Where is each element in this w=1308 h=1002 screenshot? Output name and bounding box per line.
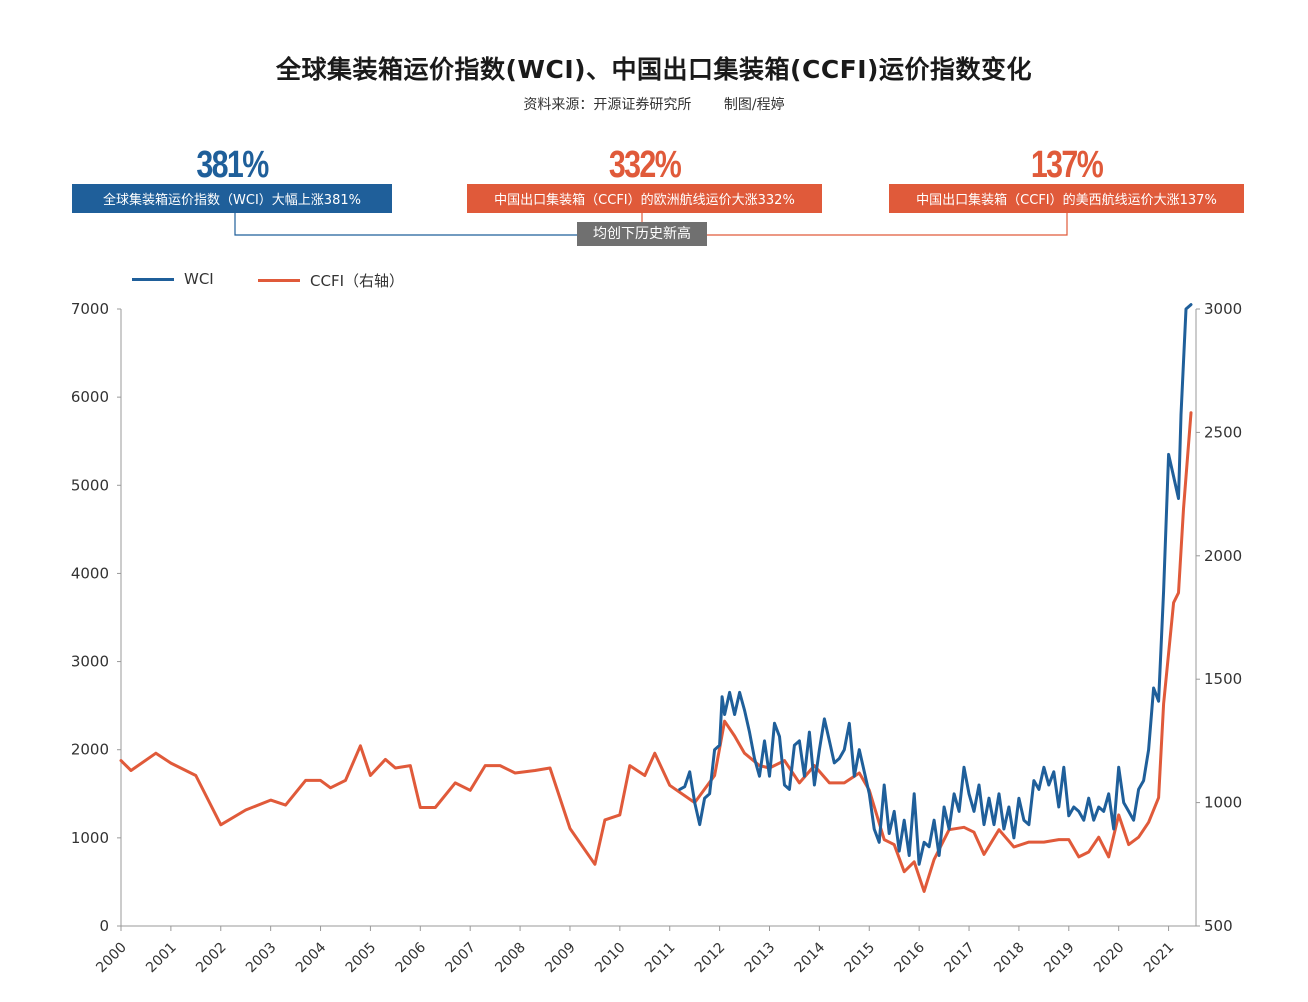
x-tick-label: 2005 [343,940,380,977]
y-left-tick-label: 2000 [71,741,109,759]
legend-wci-label: WCI [184,270,214,288]
wci-series-line [678,303,1193,866]
y-left-tick-label: 7000 [71,300,109,318]
ccfi-uswest-label: 中国出口集装箱（CCFI）的美西航线运价大涨137% [889,184,1244,213]
y-left-tick-label: 5000 [71,476,109,494]
x-tick-label: 2016 [891,939,928,976]
wci-stat: 381% 全球集装箱运价指数（WCI）大幅上涨381% [72,146,392,213]
x-tick-label: 2004 [293,939,330,976]
x-tick-label: 2009 [542,940,579,977]
y-left-tick-label: 6000 [71,388,109,406]
ccfi-europe-stat: 332% 中国出口集装箱（CCFI）的欧洲航线运价大涨332% [467,146,822,213]
x-tick-label: 2001 [143,940,180,977]
legend-wci-swatch [132,277,174,281]
x-tick-label: 2002 [193,940,230,977]
y-left-tick-label: 0 [99,917,109,935]
chart-subtitle: 资料来源：开源证券研究所 制图/程婷 [0,94,1308,114]
x-tick-label: 2014 [792,939,829,976]
x-tick-label: 2013 [742,940,779,977]
record-high-note: 均创下历史新高 [577,222,707,246]
x-tick-label: 2007 [443,940,480,977]
x-tick-label: 2021 [1141,940,1178,977]
x-tick-label: 2020 [1091,940,1128,977]
y-left-tick-label: 4000 [71,564,109,582]
wci-pct: 381% [196,144,269,186]
x-tick-label: 2003 [243,940,280,977]
x-tick-label: 2000 [93,940,130,977]
legend-ccfi-swatch [258,279,300,282]
x-tick-label: 2010 [592,940,629,977]
y-right-tick-label: 500 [1204,917,1233,935]
x-tick-label: 2006 [393,939,430,976]
y-right-tick-label: 1000 [1204,794,1242,812]
x-tick-label: 2018 [991,940,1028,977]
y-right-tick-label: 2500 [1204,423,1242,441]
x-tick-label: 2011 [642,940,679,977]
x-tick-label: 2017 [941,940,978,977]
y-right-tick-label: 2000 [1204,547,1242,565]
x-tick-label: 2008 [492,940,529,977]
ccfi-uswest-stat: 137% 中国出口集装箱（CCFI）的美西航线运价大涨137% [889,146,1244,213]
ccfi-europe-label: 中国出口集装箱（CCFI）的欧洲航线运价大涨332% [467,184,822,213]
x-tick-label: 2019 [1041,940,1078,977]
legend-wci: WCI [132,270,214,288]
legend-ccfi: CCFI（右轴） [258,270,404,291]
y-left-tick-label: 3000 [71,653,109,671]
legend-ccfi-label: CCFI（右轴） [310,272,404,290]
author-note: 制图/程婷 [723,97,785,113]
y-left-tick-label: 1000 [71,829,109,847]
source-note: 资料来源：开源证券研究所 [523,97,692,113]
x-tick-label: 2015 [842,940,879,977]
ccfi-uswest-pct: 137% [1030,144,1104,186]
ccfi-series-line [119,411,1193,893]
chart-title: 全球集装箱运价指数(WCI)、中国出口集装箱(CCFI)运价指数变化 [275,55,1032,84]
y-right-tick-label: 3000 [1204,300,1242,318]
wci-stat-label: 全球集装箱运价指数（WCI）大幅上涨381% [72,184,392,213]
x-tick-label: 2012 [692,940,729,977]
line-chart: 0 1000 2000 3000 4000 5000 6000 7000 500 1000 1500… [71,300,1242,977]
ccfi-europe-pct: 332% [608,144,682,186]
y-right-tick-label: 1500 [1204,670,1242,688]
